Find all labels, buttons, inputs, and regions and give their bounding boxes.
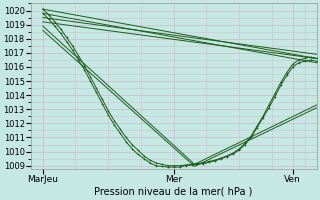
X-axis label: Pression niveau de la mer( hPa ): Pression niveau de la mer( hPa ) bbox=[94, 187, 253, 197]
